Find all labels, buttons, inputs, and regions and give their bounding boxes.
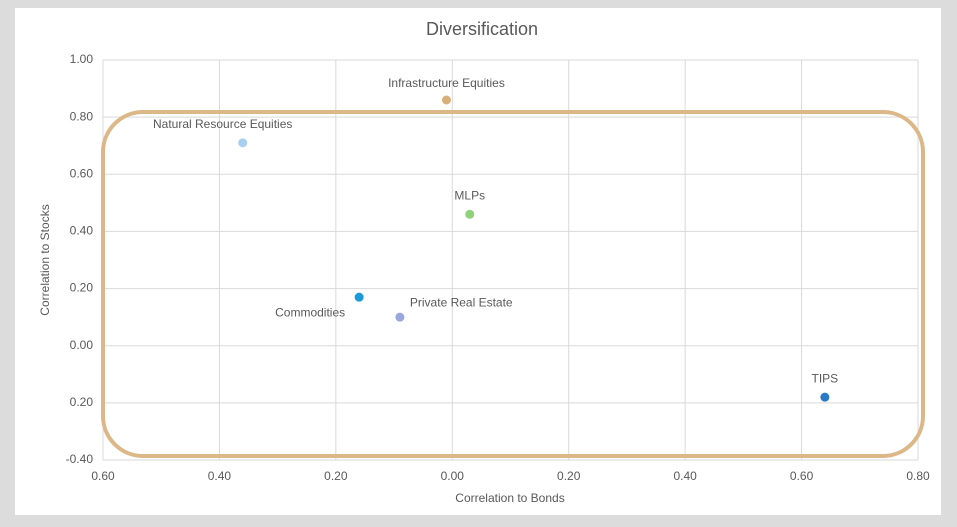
chart-title: Diversification (426, 19, 538, 39)
point (238, 138, 248, 148)
y-tick-label: 0.20 (70, 281, 94, 295)
highlight-frame (101, 110, 925, 458)
chart-area (15, 8, 941, 515)
data-label: Infrastructure Equities (388, 76, 505, 90)
point (465, 209, 475, 219)
x-axis-label: Correlation to Bonds (455, 491, 564, 505)
x-tick-label: 0.60 (91, 469, 115, 483)
y-tick-label: 0.00 (70, 338, 94, 352)
x-tick-label: 0.00 (441, 469, 465, 483)
point (395, 312, 405, 322)
y-tick-label: 0.60 (70, 166, 94, 180)
x-tick-label: 0.80 (906, 469, 930, 483)
data-label: MLPs (454, 188, 485, 202)
y-tick-label: -0.40 (66, 452, 94, 466)
x-tick-label: 0.20 (557, 469, 581, 483)
x-tick-label: 0.40 (673, 469, 697, 483)
y-tick-label: 0.80 (70, 109, 94, 123)
y-tick-label: 0.20 (70, 395, 94, 409)
point (441, 95, 451, 105)
data-label: TIPS (812, 371, 839, 385)
data-label: Natural Resource Equities (153, 117, 292, 131)
point (354, 292, 364, 302)
y-tick-label: 0.40 (70, 224, 94, 238)
point (820, 392, 830, 402)
x-tick-label: 0.40 (208, 469, 232, 483)
x-tick-label: 0.60 (790, 469, 814, 483)
x-tick-label: 0.20 (324, 469, 348, 483)
y-tick-label: 1.00 (70, 52, 94, 66)
data-label: Private Real Estate (410, 295, 513, 309)
y-axis-label: Correlation to Stocks (38, 204, 52, 315)
data-label: Commodities (275, 305, 345, 319)
